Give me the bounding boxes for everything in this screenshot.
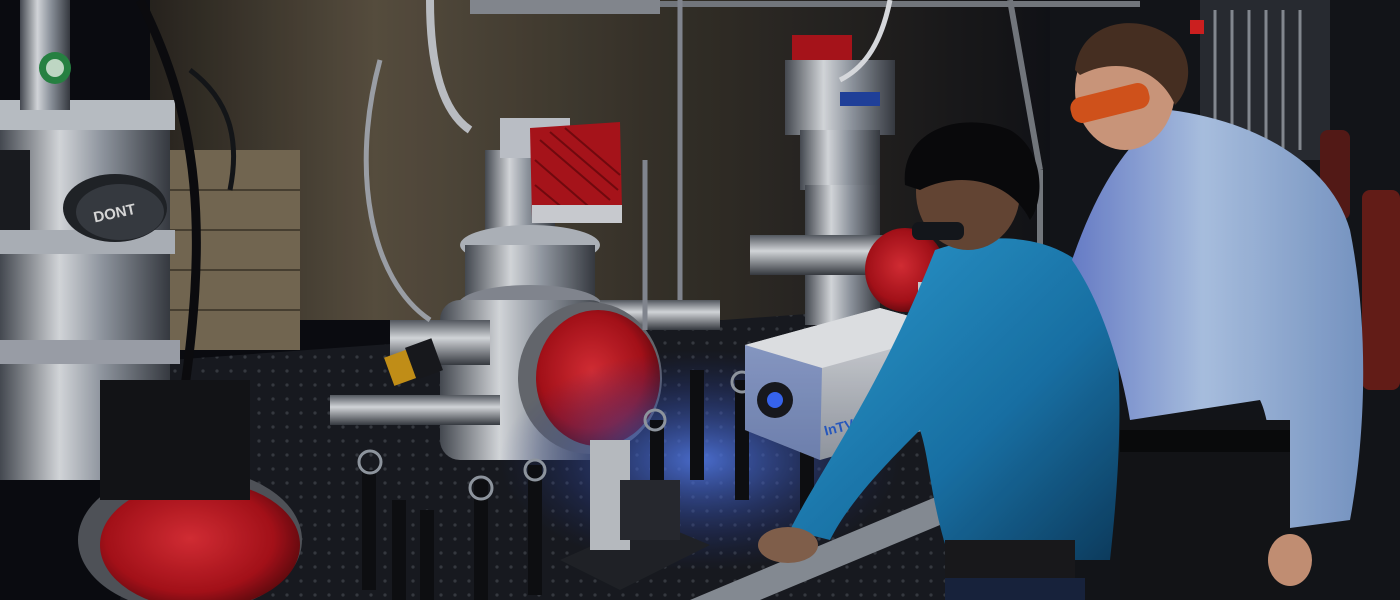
dark-electronics-box [100, 380, 250, 500]
hose [838, 0, 893, 83]
researcher-light-blue-shirt [1070, 23, 1364, 600]
hose [426, 0, 473, 134]
turbo-pump: DONT [63, 174, 167, 242]
red-gauge-box [530, 122, 622, 223]
hose [363, 59, 432, 323]
support-rods [642, 0, 683, 330]
cable [188, 68, 237, 191]
right-vacuum-column [750, 35, 895, 325]
cable [135, 0, 201, 421]
brass-coupler [384, 338, 443, 386]
researcher-teal-shirt [758, 122, 1120, 600]
translation-stage [560, 440, 710, 590]
optic-rings [357, 370, 754, 501]
gas-cylinder [1362, 190, 1400, 390]
red-flange-cap-left [78, 468, 302, 600]
overhead-panel [470, 0, 660, 14]
